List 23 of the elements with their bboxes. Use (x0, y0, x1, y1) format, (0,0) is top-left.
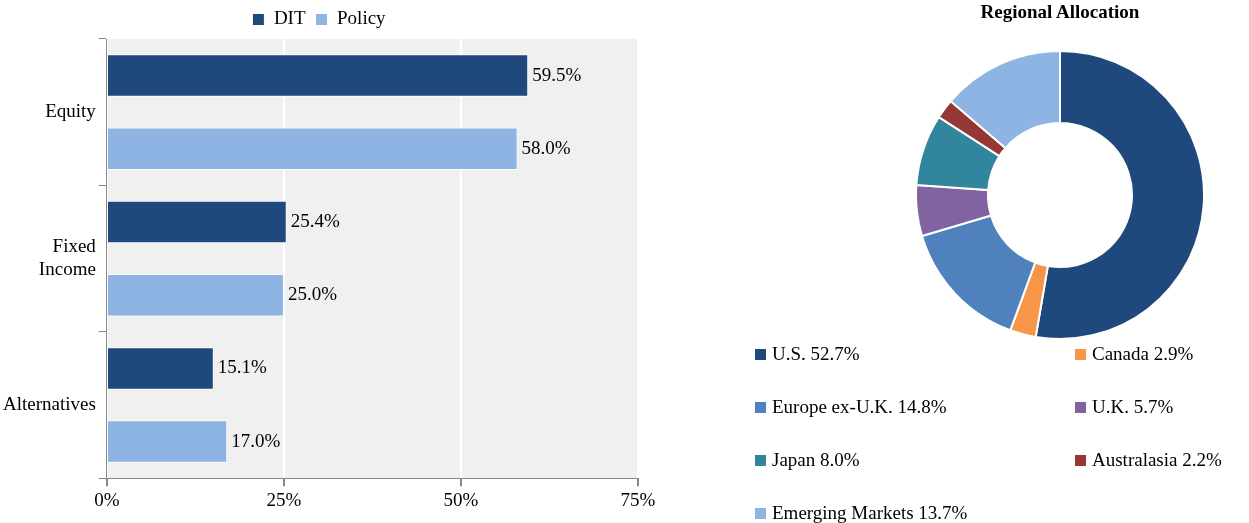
x-tick-label: 0% (94, 488, 120, 510)
y-tick-label: Fixed Income (38, 235, 97, 279)
legend-label: DIT (273, 7, 306, 29)
legend-label: Japan 8.0% (772, 448, 860, 472)
legend-label: Policy (337, 7, 387, 29)
data-label: 58.0% (521, 136, 571, 158)
x-tick-label: 50% (443, 488, 479, 510)
x-tick-label: 25% (266, 488, 302, 510)
y-tick-label: Equity (45, 100, 97, 122)
chart-title: Regional Allocation (979, 0, 1141, 24)
data-label: 59.5% (532, 63, 582, 85)
legend-label: Europe ex-U.K. 14.8% (772, 395, 947, 419)
legend-label: Canada 2.9% (1092, 342, 1194, 366)
data-label: 25.4% (290, 209, 340, 231)
data-label: 25.0% (287, 283, 338, 305)
legend-label: U.S. 52.7% (772, 342, 860, 366)
legend-label: Australasia 2.2% (1092, 448, 1222, 472)
data-label: 17.0% (231, 429, 281, 451)
y-tick-label: Alternatives (3, 392, 96, 414)
legend-label: U.K. 5.7% (1092, 395, 1174, 419)
legend-label: Emerging Markets 13.7% (772, 501, 968, 523)
x-tick-label: 75% (620, 488, 656, 510)
data-label: 15.1% (217, 356, 268, 378)
